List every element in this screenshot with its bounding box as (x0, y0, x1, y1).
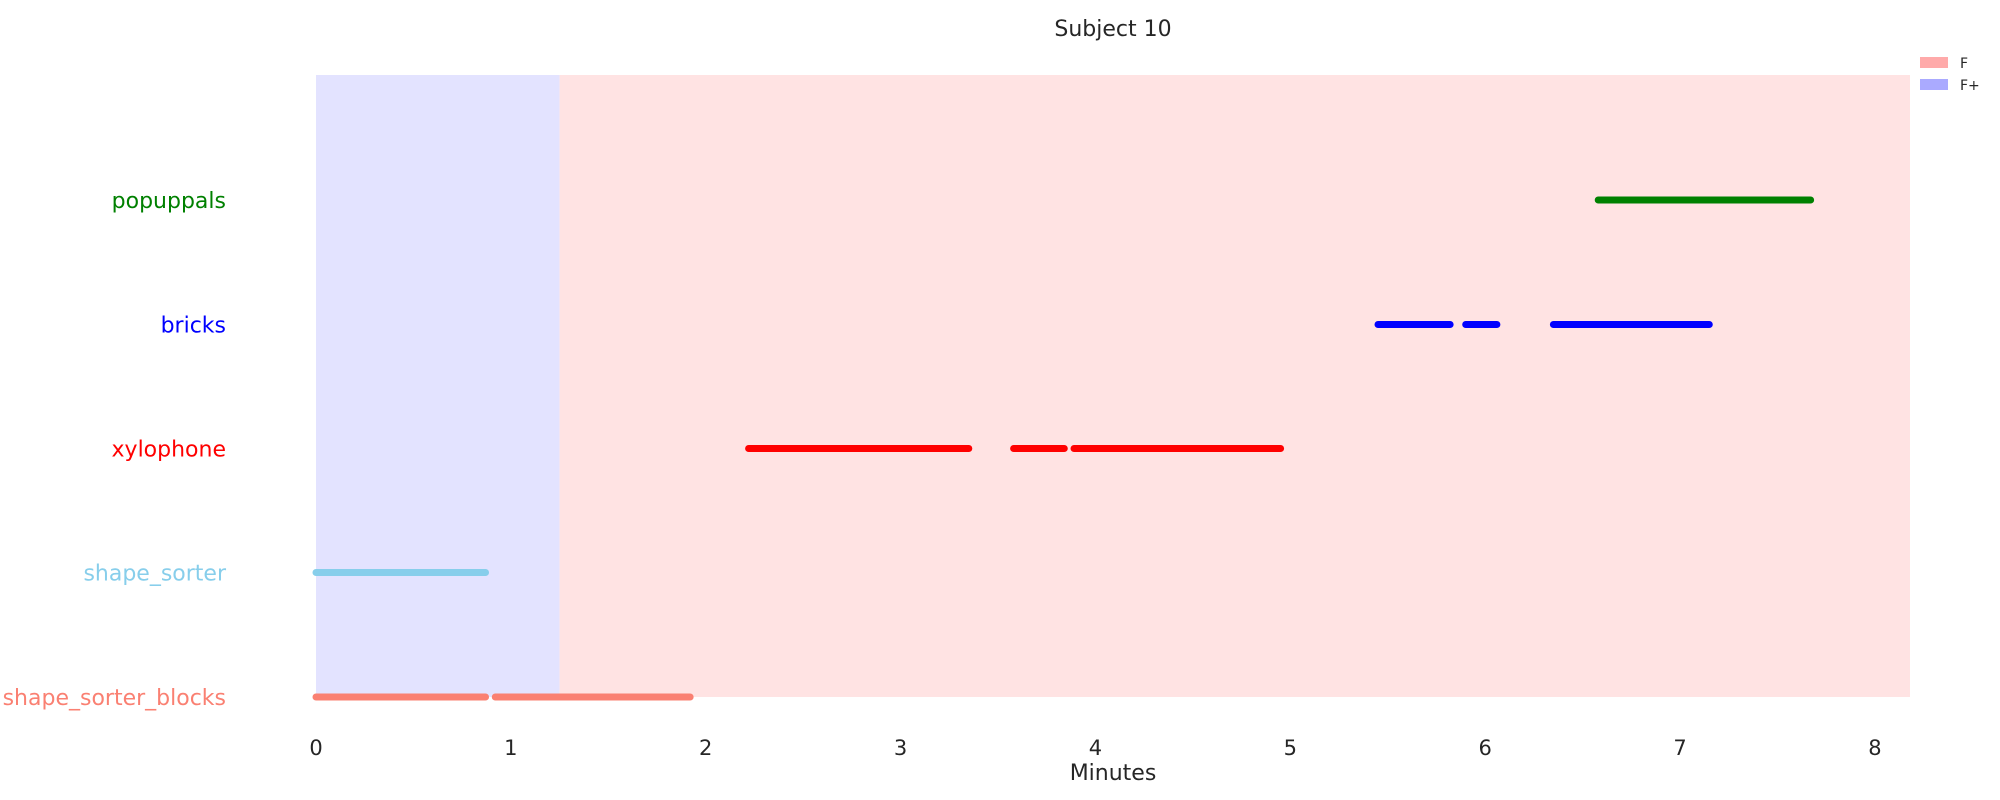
x-tick-label-7: 7 (1673, 736, 1686, 760)
x-axis-ticks: 0 1 2 3 4 5 6 7 8 (309, 736, 1881, 760)
y-label-popuppals: popuppals (112, 189, 226, 214)
chart-title: Subject 10 (1054, 17, 1171, 42)
x-tick-label-5: 5 (1284, 736, 1297, 760)
legend: F F+ (1920, 56, 1980, 94)
y-label-shape-sorter: shape_sorter (83, 562, 227, 587)
x-tick-label-8: 8 (1868, 736, 1881, 760)
y-axis-labels: popuppals bricks xylophone shape_sortershap… (3, 189, 227, 711)
background-span-f (559, 75, 1910, 697)
x-tick-label-6: 6 (1479, 736, 1492, 760)
activity-segments (312, 196, 1815, 701)
legend-swatch-1 (1920, 57, 1948, 68)
x-tick-label-1: 1 (504, 736, 517, 760)
y-label-bricks: bricks (161, 314, 226, 339)
x-tick-label-3: 3 (894, 736, 907, 760)
x-tick-label-2: 2 (699, 736, 712, 760)
legend-label-2: F+ (1960, 78, 1980, 94)
x-tick-label-0: 0 (309, 736, 322, 760)
legend-label-1: F (1960, 56, 1968, 72)
y-label-xylophone: xylophone (112, 438, 226, 463)
background-span-f-plus (316, 75, 560, 697)
x-axis-label: Minutes (1070, 761, 1157, 786)
y-label-shape-sorter-blocks: shape_sorter_blocks (3, 686, 226, 711)
x-tick-label-4: 4 (1089, 736, 1102, 760)
background-spans (316, 75, 1910, 697)
legend-swatch-2 (1920, 79, 1948, 90)
